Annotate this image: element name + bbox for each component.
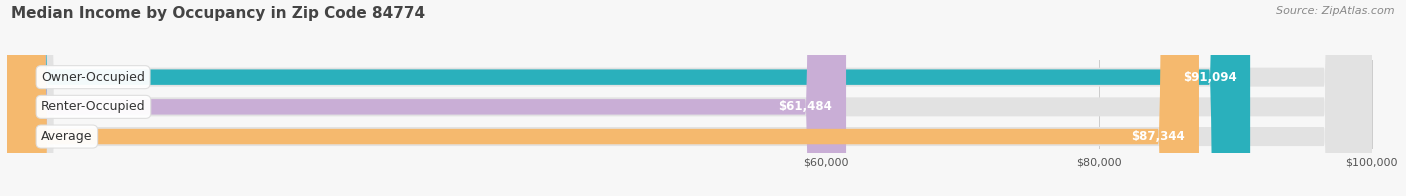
Text: Median Income by Occupancy in Zip Code 84774: Median Income by Occupancy in Zip Code 8… [11, 6, 426, 21]
Text: $87,344: $87,344 [1132, 130, 1185, 143]
Text: Renter-Occupied: Renter-Occupied [41, 100, 146, 113]
FancyBboxPatch shape [7, 0, 846, 196]
FancyBboxPatch shape [7, 0, 1250, 196]
FancyBboxPatch shape [7, 0, 1199, 196]
Text: $91,094: $91,094 [1182, 71, 1236, 84]
FancyBboxPatch shape [7, 0, 1372, 196]
Text: Owner-Occupied: Owner-Occupied [41, 71, 145, 84]
Text: $61,484: $61,484 [779, 100, 832, 113]
FancyBboxPatch shape [7, 0, 1372, 196]
Text: Source: ZipAtlas.com: Source: ZipAtlas.com [1277, 6, 1395, 16]
FancyBboxPatch shape [7, 0, 1372, 196]
Text: Average: Average [41, 130, 93, 143]
